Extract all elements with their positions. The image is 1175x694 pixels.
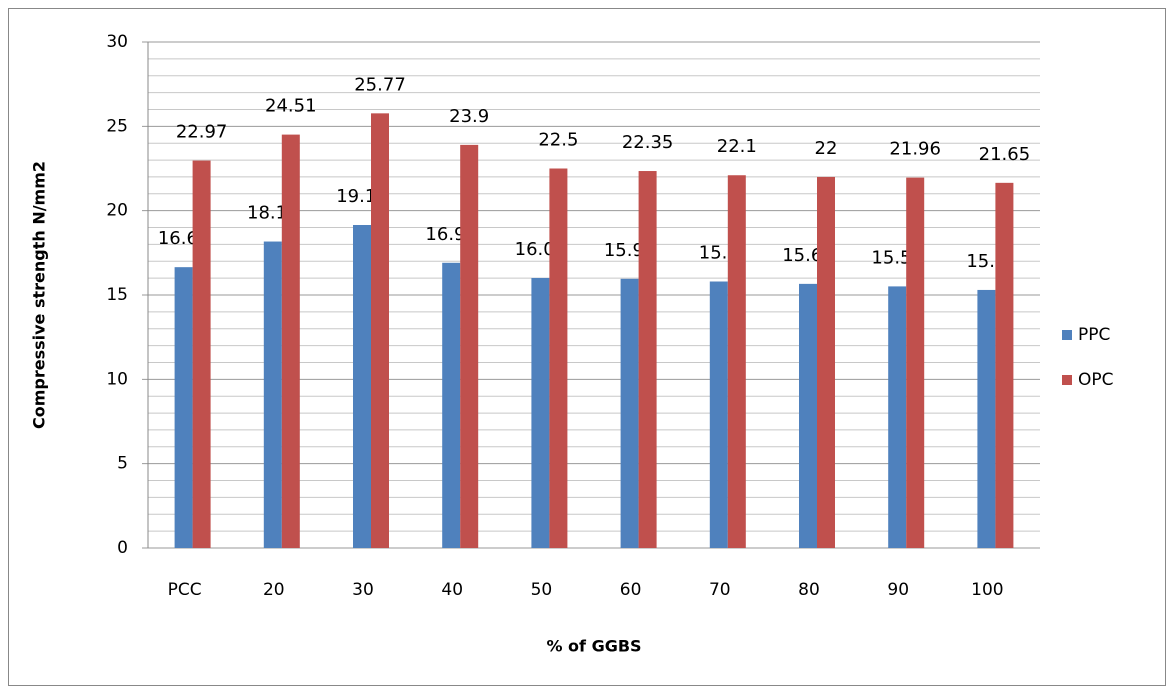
data-label: 25.77 <box>354 74 406 95</box>
data-label: 24.51 <box>265 96 317 117</box>
x-tick-label: 90 <box>887 580 909 600</box>
data-label: 21.65 <box>979 144 1031 165</box>
legend-label: OPC <box>1078 370 1114 390</box>
bar <box>174 267 193 548</box>
bar <box>620 278 639 548</box>
data-label: 21.96 <box>889 139 941 160</box>
data-label: 23.9 <box>449 106 489 127</box>
y-tick-label: 20 <box>106 201 128 221</box>
x-tick-label: 100 <box>971 580 1003 600</box>
x-tick-label: 20 <box>263 580 285 600</box>
bar <box>888 286 907 548</box>
y-tick-label: 15 <box>106 285 128 305</box>
bar <box>906 177 925 548</box>
data-label: 22.5 <box>538 130 578 151</box>
x-tick-label: 60 <box>620 580 642 600</box>
bar <box>549 168 568 548</box>
bar <box>192 160 211 548</box>
data-label: 22 <box>815 138 838 159</box>
x-tick-label: 70 <box>709 580 731 600</box>
data-label: 22.35 <box>622 132 674 153</box>
x-tick-label: 80 <box>798 580 820 600</box>
y-tick-label: 25 <box>106 116 128 136</box>
bar <box>442 262 461 548</box>
y-tick-label: 30 <box>106 32 128 52</box>
y-axis-title: Compressive strength N/mm2 <box>30 161 49 429</box>
bar <box>727 175 746 548</box>
data-label: 22.1 <box>717 136 757 157</box>
bar <box>281 134 300 548</box>
y-tick-label: 5 <box>117 454 128 474</box>
y-tick-label: 0 <box>117 538 128 558</box>
legend-swatch <box>1062 375 1072 385</box>
data-label: 22.97 <box>176 122 228 143</box>
legend-label: PPC <box>1078 325 1110 345</box>
bar <box>995 182 1014 548</box>
bar <box>353 225 371 548</box>
bar <box>817 176 835 548</box>
bar <box>263 241 282 549</box>
y-tick-label: 10 <box>106 369 128 389</box>
x-tick-label: PCC <box>168 580 202 600</box>
bar <box>977 289 996 548</box>
legend-swatch <box>1062 330 1072 340</box>
bar <box>460 144 479 549</box>
x-axis-title: % of GGBS <box>546 637 641 656</box>
x-tick-label: 50 <box>531 580 553 600</box>
bar <box>709 281 728 548</box>
x-tick-label: 30 <box>352 580 374 600</box>
bar <box>371 113 389 548</box>
bar <box>799 283 817 548</box>
bar <box>531 277 550 548</box>
x-tick-label: 40 <box>441 580 463 600</box>
bar <box>638 171 657 548</box>
